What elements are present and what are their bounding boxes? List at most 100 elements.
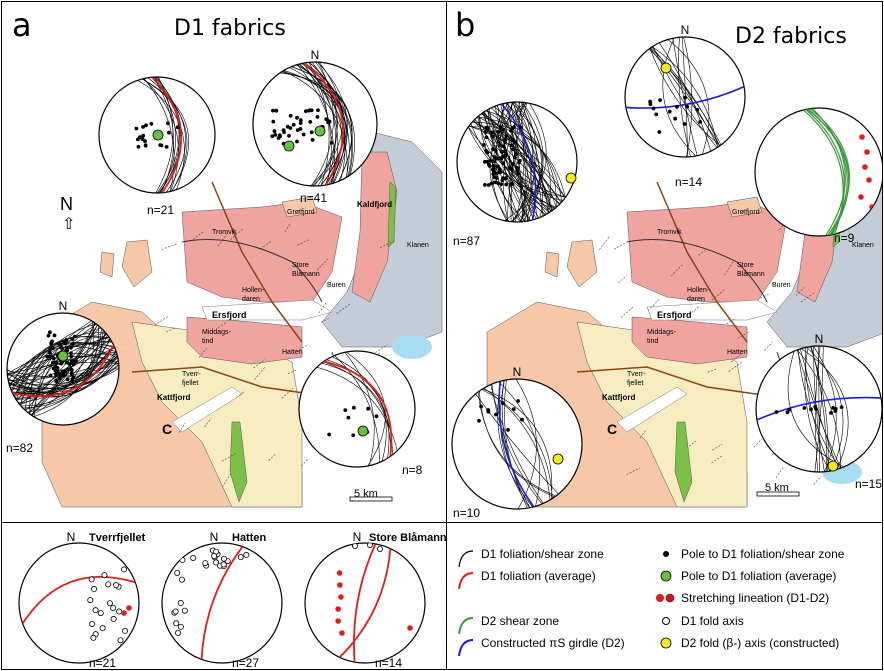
- pi-girdle: [625, 85, 745, 109]
- great-circle: [11, 345, 115, 394]
- place-kaldfjord: Kaldfjord: [357, 200, 392, 209]
- pole-dot: [675, 104, 679, 109]
- d1-shear-zone: [626, 239, 768, 303]
- foliation-trace: [775, 466, 785, 478]
- pole-dot: [491, 147, 495, 152]
- stretching-lineation-dot: [121, 610, 127, 616]
- stereonet-primitive: [161, 542, 283, 664]
- stereonet-content: [625, 37, 745, 157]
- pole-dot: [291, 122, 296, 127]
- foliation-trace: [166, 327, 175, 333]
- stereonet-content: [134, 77, 189, 193]
- scale-bar: [349, 496, 393, 502]
- north-arrow-label: N: [60, 194, 73, 214]
- great-circle: [33, 321, 94, 417]
- pole-dot: [493, 148, 498, 153]
- fold-axis-dot: [110, 604, 117, 611]
- fold-axis-dot: [220, 555, 227, 562]
- pole-dot: [510, 138, 515, 143]
- scale-bar: [756, 491, 800, 497]
- stereonet-b4: [451, 378, 583, 510]
- fjord: [171, 386, 243, 433]
- great-circle: [7, 365, 119, 390]
- pole-dot: [143, 143, 148, 148]
- fold-axis-dot: [179, 557, 186, 564]
- great-circle: [490, 384, 544, 504]
- panel-label-a: a: [12, 6, 32, 44]
- beta-axis-dot: [827, 460, 839, 472]
- pole-dot: [69, 345, 73, 350]
- pole-dot: [70, 359, 74, 363]
- average-great-circle: [11, 344, 115, 398]
- stretching-lineation-dot: [336, 570, 343, 576]
- foliation-trace: [620, 306, 634, 318]
- great-circle: [818, 346, 820, 472]
- foliation-trace: [698, 250, 706, 256]
- fold-axis-dot: [99, 625, 106, 632]
- pi-girdle: [498, 381, 535, 508]
- pole-dot: [308, 120, 313, 124]
- pole-dot: [486, 162, 491, 167]
- pole-dot: [298, 118, 303, 122]
- pole-dot: [484, 135, 489, 140]
- stretching-lineation-dot: [407, 625, 413, 631]
- great-circle: [507, 102, 527, 222]
- fold-axis-dot: [220, 561, 227, 568]
- stereonet-count-label: n=82: [6, 441, 33, 455]
- great-circle: [156, 77, 180, 193]
- bottom-net-title: Hatten: [232, 532, 267, 544]
- stereonet-a1: [98, 76, 216, 194]
- place-tverr: Tverr-: [627, 371, 646, 378]
- stretching-lineation-dot: [126, 605, 132, 611]
- bottom-stereonets: N Tverrfjellet n=21 N Hatten n=27 N Store Blåma…: [18, 530, 446, 669]
- granite-unit-north: [626, 201, 788, 303]
- great-circle: [9, 350, 117, 393]
- pole-dot: [504, 134, 509, 138]
- pole-dot: [287, 133, 291, 138]
- legend-girdle: Constructed πS girdle (D2): [481, 636, 625, 650]
- fold-axis-dot: [175, 552, 182, 559]
- fold-axis-dot: [351, 543, 358, 549]
- foliation-trace: [316, 258, 329, 271]
- pole-dot: [309, 130, 314, 135]
- great-circle: [13, 341, 113, 396]
- pole-dot: [315, 115, 320, 119]
- stereonet-b3: [754, 107, 882, 237]
- fold-axis-dot: [117, 637, 124, 644]
- place-tromvik: Tromvik: [212, 229, 237, 236]
- stretching-lineation-dot: [338, 594, 344, 600]
- place-c: C: [607, 421, 617, 437]
- stretching-lineation-dot: [335, 618, 341, 624]
- fold-axis-dot: [177, 600, 184, 607]
- place-ersfjord: Ersfjord: [657, 310, 692, 320]
- pole-dot: [490, 134, 495, 139]
- pole-dot: [839, 405, 844, 409]
- pole-dot: [654, 112, 659, 117]
- pole-dot: [490, 167, 495, 172]
- pole-dot: [506, 428, 510, 432]
- place-store: Store: [737, 262, 754, 269]
- pole-dot: [516, 399, 520, 403]
- foliation-trace: [154, 315, 170, 326]
- beta-axis-dot: [552, 453, 564, 465]
- legend-d1-foliation-symbol: [458, 550, 474, 568]
- foliation-trace: [221, 453, 237, 462]
- stereonet-primitive: [304, 542, 426, 664]
- foliation-trace: [204, 418, 212, 428]
- fold-axis-dot: [181, 607, 188, 614]
- great-circle: [147, 77, 186, 193]
- great-circle: [787, 351, 844, 468]
- greenstone-unit: [387, 181, 397, 248]
- great-circle: [20, 332, 106, 406]
- great-circle: [478, 115, 556, 209]
- great-circle: [311, 62, 334, 186]
- granite-unit-east: [351, 151, 398, 303]
- panel-title-b: D2 fabrics: [735, 24, 847, 49]
- fold-axis-dot: [113, 582, 120, 589]
- stereonet-primitive: [298, 350, 416, 468]
- fold-axis-dot: [97, 610, 104, 617]
- great-circle: [326, 359, 390, 459]
- great-circle: [25, 326, 101, 411]
- place-fjellet: fjellet: [182, 380, 198, 387]
- panel-a: a D1 fabrics Ersfjord Kattfjord Kaldfjord T…: [1, 1, 447, 523]
